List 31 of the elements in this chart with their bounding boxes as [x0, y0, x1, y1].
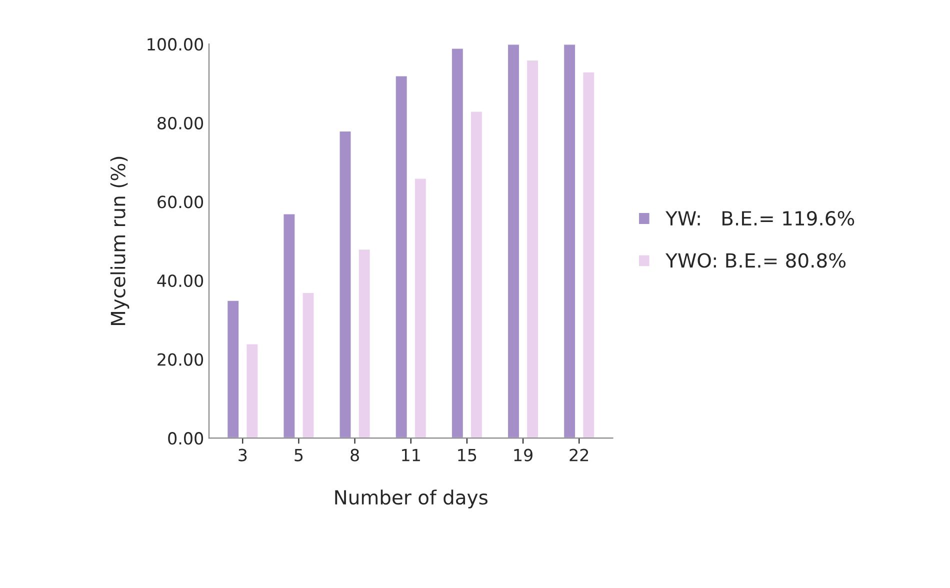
- bar: [301, 292, 316, 438]
- y-tick-label: 20.00: [158, 353, 204, 366]
- bar: [506, 44, 520, 438]
- y-tick-label: 80.00: [158, 116, 204, 130]
- bar: [357, 248, 372, 438]
- y-axis-title: Mycelium run (%): [110, 156, 130, 325]
- x-tick-label: 15: [458, 448, 476, 462]
- bar: [394, 74, 408, 438]
- bar: [562, 44, 576, 438]
- x-tick-label: 8: [350, 448, 359, 462]
- x-tick-label: 22: [570, 448, 588, 462]
- legend-label: YW: B.E.= 119.6%: [666, 210, 854, 226]
- bar: [226, 299, 240, 438]
- bar: [526, 59, 540, 438]
- bar: [450, 47, 464, 438]
- x-tick-label: 11: [402, 448, 420, 462]
- y-tick-label: 60.00: [158, 196, 204, 208]
- x-tick-label: 3: [238, 448, 247, 462]
- x-tick-label: 19: [514, 448, 532, 462]
- x-axis-title: Number of days: [335, 490, 488, 508]
- y-tick-label: 100.00: [148, 38, 204, 51]
- x-tick-label: 5: [294, 448, 303, 462]
- bar: [338, 130, 352, 438]
- legend-label: YWO: B.E.= 80.8%: [666, 253, 846, 268]
- y-tick-label: 40.00: [157, 274, 204, 288]
- bar: [414, 177, 428, 438]
- bar: [582, 70, 596, 438]
- bar: [282, 212, 296, 438]
- y-tick-label: 0.00: [168, 432, 204, 445]
- bar: [470, 110, 484, 438]
- bar: [245, 342, 260, 438]
